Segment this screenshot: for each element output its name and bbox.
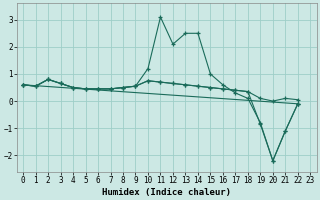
X-axis label: Humidex (Indice chaleur): Humidex (Indice chaleur) (102, 188, 231, 197)
